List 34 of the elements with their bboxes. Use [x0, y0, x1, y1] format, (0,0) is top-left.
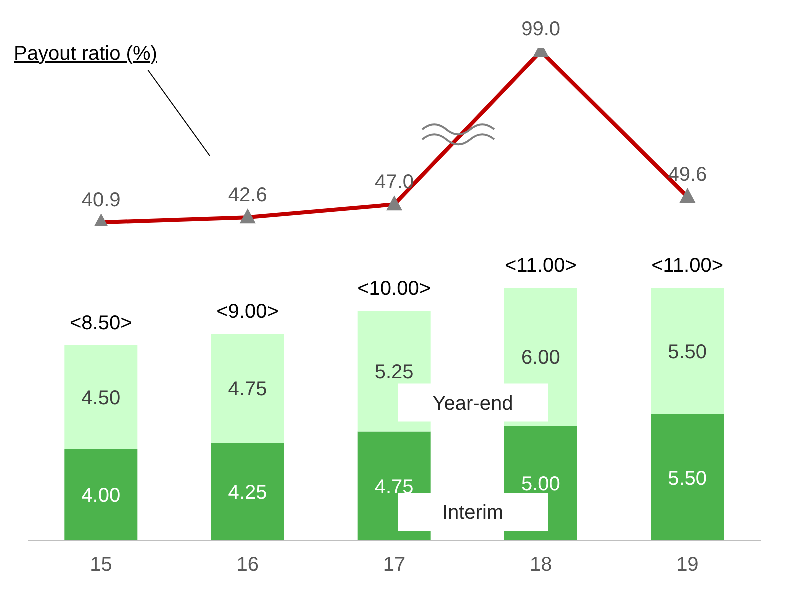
data-label: 5.25	[374, 361, 414, 384]
data-label: 42.6	[228, 184, 268, 207]
data-label: 5.50	[668, 341, 708, 364]
data-label: 47.0	[375, 172, 414, 194]
data-label: 4.75	[228, 378, 268, 401]
x-tick-label: 17	[383, 554, 406, 576]
data-label: 99.0	[522, 18, 561, 40]
total-label: <10.00>	[358, 278, 432, 300]
data-label: 4.50	[82, 387, 121, 410]
x-tick-label: 19	[676, 554, 699, 576]
x-tick-label: 18	[530, 554, 552, 576]
data-label: 5.50	[668, 468, 708, 490]
bar	[64, 346, 138, 449]
total-label: <11.00>	[504, 255, 577, 277]
data-label: 4.75	[374, 476, 414, 498]
total-label: <9.00>	[216, 301, 279, 323]
data-label: 6.00	[521, 347, 560, 369]
bar	[64, 449, 138, 541]
series-label: Year-end	[432, 392, 514, 415]
data-label: 4.25	[228, 482, 268, 504]
data-label: 49.6	[668, 164, 708, 186]
bar	[651, 288, 724, 414]
total-label: <11.00>	[652, 255, 724, 277]
bar	[211, 334, 284, 444]
data-label: 5.00	[521, 474, 560, 496]
bar	[651, 414, 724, 541]
text: Payout ratio (%)	[14, 43, 158, 65]
total-label: <8.50>	[70, 312, 132, 334]
data-label: 4.00	[82, 485, 121, 507]
data-label: 40.9	[82, 190, 121, 212]
series-label: Interim	[442, 502, 504, 524]
x-tick-label: 15	[90, 554, 112, 576]
x-tick-label: 16	[236, 554, 260, 576]
bar	[211, 443, 284, 541]
